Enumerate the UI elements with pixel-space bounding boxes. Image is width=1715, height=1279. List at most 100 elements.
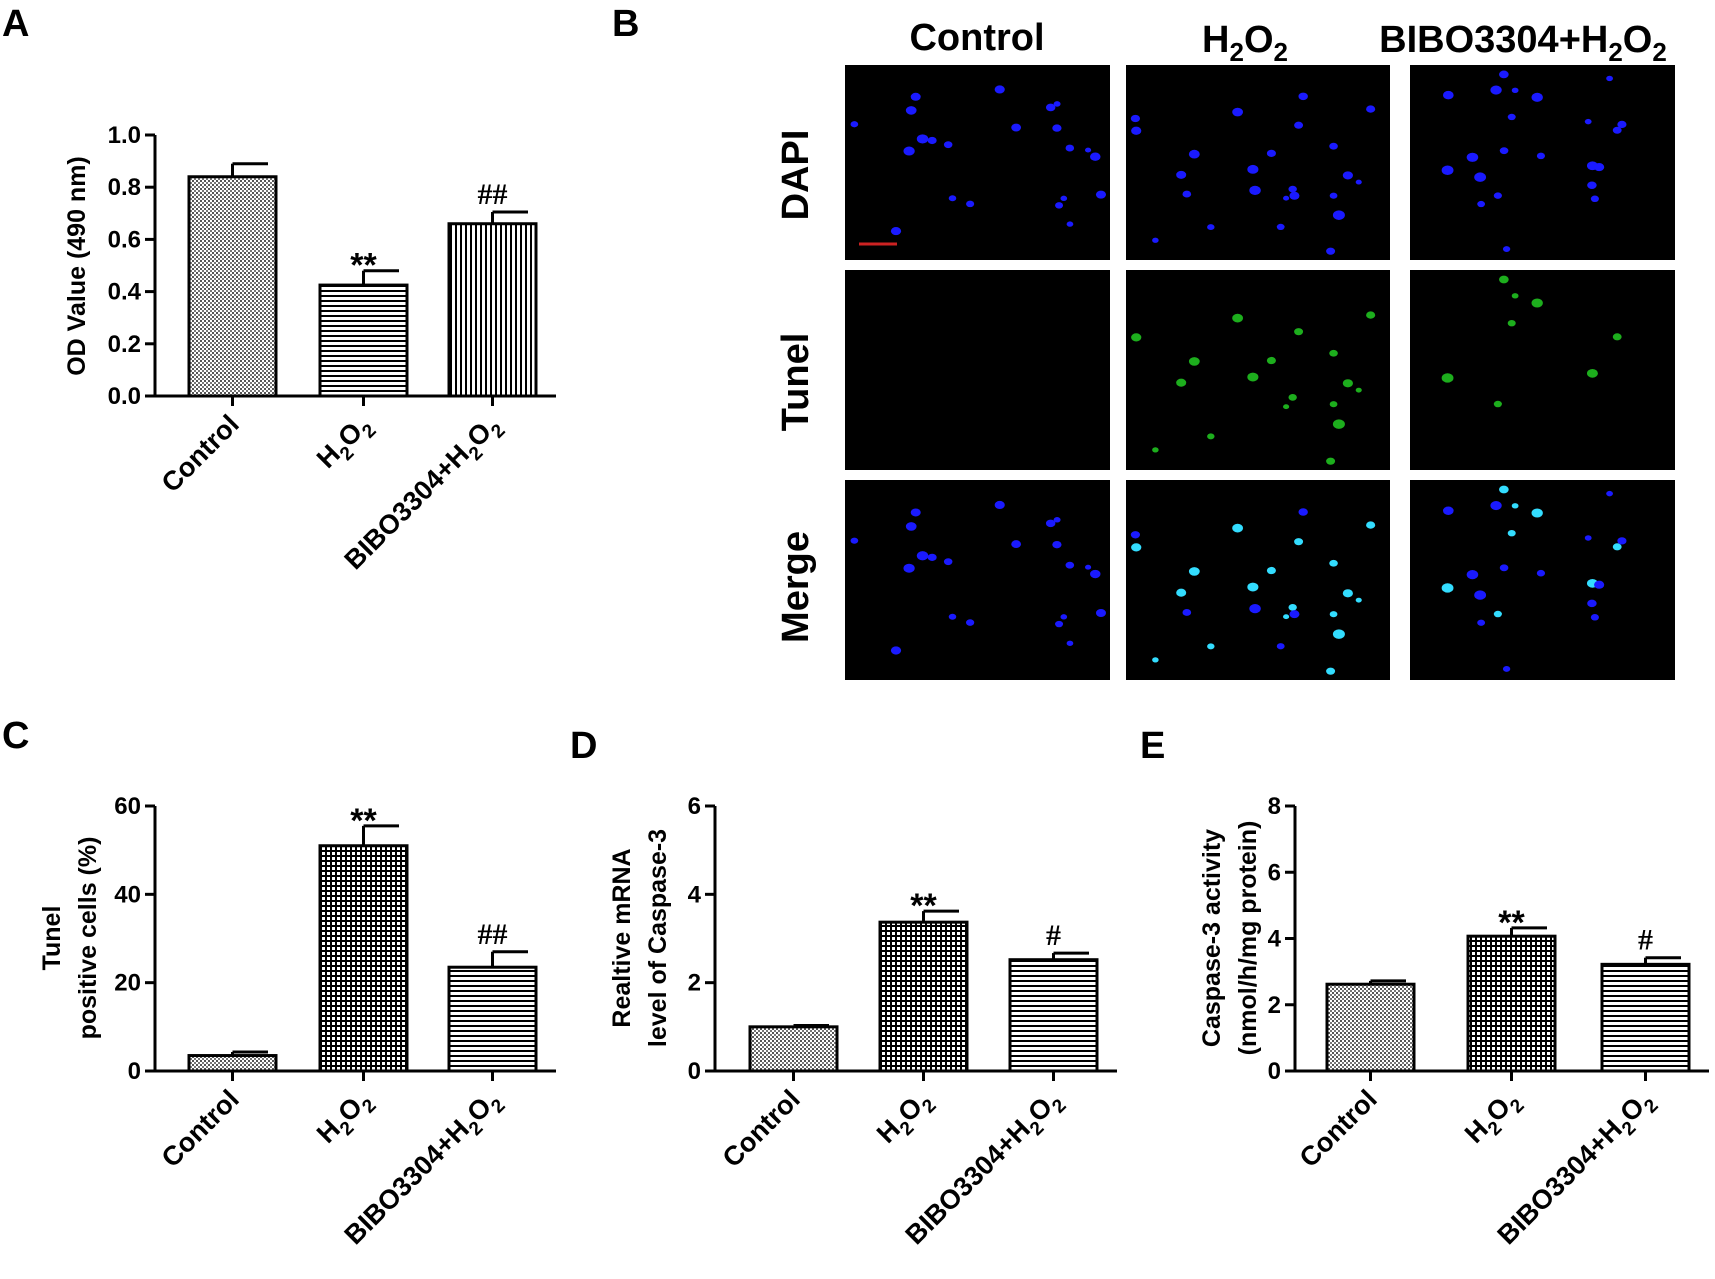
cell-nucleus [1499,564,1509,572]
cell-nucleus [966,619,975,626]
bar [748,1025,839,1073]
micrograph-background [1126,270,1390,470]
cell-nucleus [1587,599,1597,608]
cell-nucleus [1266,356,1276,365]
cell-nucleus [1066,640,1074,646]
micro-row-header-dapi: DAPI [775,130,817,221]
cell-nucleus [1326,667,1336,675]
bar [318,844,409,1073]
cell-nucleus [1329,559,1338,567]
chart-c-tunel-positive: 0 20 40 60 Tunel positive cells (%) Control ** H… [38,793,556,1250]
cell-nucleus [1289,610,1300,619]
significance-mark: ## [478,918,508,951]
cell-nucleus [1247,582,1259,592]
bar [447,222,538,398]
cell-nucleus [1053,101,1061,107]
y-tick-label: 4 [1268,926,1282,953]
cell-nucleus [1441,373,1454,383]
cell-nucleus [1590,614,1599,621]
cell-nucleus [1249,185,1261,195]
category-label: Control [1294,1084,1383,1173]
cell-nucleus [1499,485,1509,494]
cell-nucleus [1332,629,1345,639]
cell-nucleus [1283,614,1290,620]
chart-e-caspase3-activity: 0 2 4 6 8 Caspase-3 activity (nmol/h/mg protei… [1198,793,1709,1250]
cell-nucleus [1531,92,1543,102]
bar [1600,962,1691,1073]
cell-nucleus [1531,298,1543,308]
bar [1008,958,1099,1073]
micrograph-background [845,270,1110,470]
y-tick-label: 8 [1268,793,1281,820]
panel-label-c: C [2,715,29,757]
cell-nucleus [1502,246,1511,252]
cell-nucleus [1499,70,1509,79]
cell-nucleus [948,195,957,202]
cell-nucleus [1511,293,1519,299]
bar [318,283,409,398]
cell-nucleus [850,121,859,128]
cell-nucleus [1055,202,1064,209]
cell-nucleus [1511,87,1519,94]
cell-nucleus [1176,588,1187,597]
cell-nucleus [1188,567,1200,576]
cell-nucleus [943,558,953,566]
cell-nucleus [1288,394,1297,401]
cell-nucleus [1366,521,1376,529]
y-tick-label: 0 [688,1058,701,1085]
cell-nucleus [1232,523,1244,533]
chart-a-od-value: 0.0 0.2 0.4 0.6 0.8 1.0 OD Value (490 nm) Contr… [63,122,556,575]
panel-label-e: E [1140,725,1165,767]
cell-nucleus [1466,152,1479,162]
cell-nucleus [1207,433,1215,440]
cell-nucleus [1131,333,1142,342]
panel-label-d: D [570,725,597,767]
y-tick-label: 40 [114,881,141,908]
y-tick-label: 0 [1268,1058,1281,1085]
y-tick-label: 4 [688,881,702,908]
y-axis-label-line: positive cells (%) [74,837,102,1040]
cell-nucleus [1045,519,1056,528]
category-label: Control [717,1084,806,1173]
category-label: H2O2 [311,409,381,479]
cell-nucleus [966,200,975,208]
micrograph-dapi-control [845,65,1110,260]
y-tick-label: 0.6 [108,226,141,253]
cell-nucleus [1474,172,1487,182]
cell-nucleus [1355,179,1362,185]
bar [878,920,969,1073]
cell-nucleus [903,563,915,573]
cell-nucleus [1182,608,1192,616]
cell-nucleus [943,141,953,149]
bar [187,175,278,398]
cell-nucleus [1085,564,1092,570]
cell-nucleus [905,522,917,531]
cell-nucleus [910,508,921,517]
micrograph-images [845,65,1675,680]
cell-nucleus [1443,506,1454,515]
cell-nucleus [1493,400,1502,408]
cell-nucleus [1011,540,1022,549]
cell-nucleus [1060,195,1068,202]
micrograph-dapi-h2o2 [1126,65,1390,260]
cell-nucleus [1586,368,1598,378]
cell-nucleus [1507,529,1516,537]
cell-nucleus [1342,171,1353,180]
cell-nucleus [1232,107,1244,117]
cell-nucleus [1045,103,1056,112]
significance-mark: ## [478,178,508,211]
cell-nucleus [1329,192,1338,199]
cell-nucleus [1266,566,1276,575]
significance-mark: # [1638,924,1653,957]
cell-nucleus [1531,508,1543,518]
cell-nucleus [1366,105,1376,113]
y-axis-label-line: (nmol/h/mg protein) [1234,821,1262,1056]
cell-nucleus [1095,609,1106,618]
cell-nucleus [1298,92,1308,101]
bar [447,965,538,1073]
cell-nucleus [1130,114,1140,123]
cell-nucleus [1441,165,1454,175]
cell-nucleus [1060,614,1068,620]
cell-nucleus [1466,570,1479,580]
